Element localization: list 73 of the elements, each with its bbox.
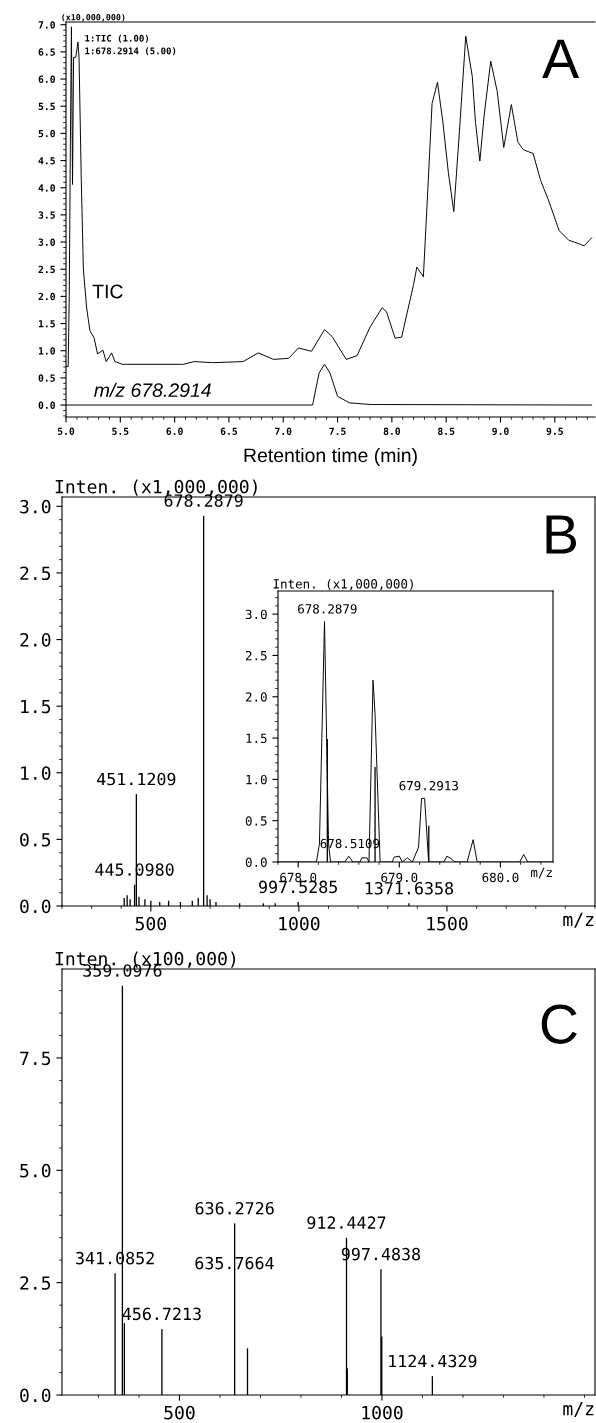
series-label: m/z 678.2914 bbox=[94, 382, 211, 398]
annotation: 456.7213 bbox=[122, 1307, 201, 1321]
annotation: A bbox=[542, 39, 580, 79]
x-tick-label: 680.0 bbox=[482, 872, 519, 883]
y-tick-label: 1.0 bbox=[21, 766, 51, 780]
y-tick-label: 7.5 bbox=[20, 1051, 51, 1066]
y-tick-label: 2.5 bbox=[20, 1276, 51, 1290]
y-tick-label: 0.0 bbox=[20, 899, 51, 914]
y-tick-label: 2.5 bbox=[245, 650, 267, 661]
y-tick-label: 3.5 bbox=[38, 211, 55, 219]
y-tick-label: 0.0 bbox=[20, 1388, 51, 1403]
y-axis-title: Inten. (x1,000,000) bbox=[273, 578, 413, 591]
y-axis-title: (x10,000,000) bbox=[62, 13, 125, 22]
y-tick-label: 1.5 bbox=[38, 320, 55, 328]
x-tick-label: 679.0 bbox=[381, 872, 418, 883]
y-tick-label: 5.5 bbox=[38, 102, 55, 111]
x-tick-label: 7.0 bbox=[275, 427, 292, 435]
y-tick-label: 6.5 bbox=[38, 48, 55, 56]
y-tick-label: 6.0 bbox=[38, 75, 55, 83]
y-tick-label: 7.0 bbox=[38, 21, 55, 29]
x-tick-label: 500 bbox=[164, 1405, 195, 1420]
x-axis-title: m/z bbox=[563, 1402, 594, 1417]
series-label: TIC bbox=[92, 284, 123, 299]
x-tick-label: 8.5 bbox=[438, 427, 455, 435]
y-tick-label: 5.0 bbox=[20, 1163, 51, 1178]
annotation: 1124.4329 bbox=[389, 1354, 477, 1368]
annotation: 451.1209 bbox=[97, 772, 176, 786]
y-tick-label: 4.0 bbox=[38, 184, 55, 192]
y-tick-label: 5.0 bbox=[38, 129, 55, 138]
y-tick-label: 4.5 bbox=[38, 157, 55, 165]
y-tick-label: 0.5 bbox=[20, 832, 51, 847]
annotation: B bbox=[546, 515, 577, 554]
y-tick-label: 1.5 bbox=[21, 699, 51, 714]
x-tick-label: 7.5 bbox=[329, 427, 346, 435]
x-tick-label: 9.0 bbox=[492, 427, 509, 435]
y-tick-label: 1.0 bbox=[246, 774, 267, 785]
x-axis-title: m/z bbox=[531, 867, 552, 879]
y-tick-label: 2.5 bbox=[38, 265, 55, 274]
y-tick-label: 2.0 bbox=[20, 633, 51, 647]
annotation: 636.2726 bbox=[195, 1201, 274, 1215]
x-tick-label: 9.5 bbox=[546, 427, 563, 435]
y-tick-label: 0.5 bbox=[38, 374, 55, 382]
y-tick-label: 0.5 bbox=[245, 816, 267, 826]
x-tick-label: 5.0 bbox=[57, 427, 75, 435]
annotation: 1:678.2914 (5.00) bbox=[85, 47, 176, 56]
x-tick-label: 6.0 bbox=[166, 427, 183, 435]
y-tick-label: 2.5 bbox=[20, 566, 51, 581]
x-tick-label: 1000 bbox=[362, 1405, 403, 1420]
x-tick-label: 1500 bbox=[427, 916, 468, 931]
annotation: 1371.6358 bbox=[365, 881, 454, 895]
y-tick-label: 1.5 bbox=[246, 733, 267, 744]
annotation: 679.2913 bbox=[399, 780, 458, 791]
annotation: 678.2879 bbox=[164, 494, 243, 507]
x-axis-title: m/z bbox=[563, 912, 594, 928]
annotation: 912.4427 bbox=[307, 1216, 386, 1229]
annotation: 678.2879 bbox=[298, 604, 357, 614]
y-tick-label: 2.0 bbox=[38, 292, 55, 301]
y-tick-label: 3.0 bbox=[38, 238, 55, 246]
y-tick-label: 0.0 bbox=[245, 857, 267, 867]
y-tick-label: 1.0 bbox=[38, 347, 55, 355]
y-tick-label: 0.0 bbox=[38, 401, 55, 409]
x-tick-label: 500 bbox=[135, 916, 166, 931]
x-tick-label: 8.0 bbox=[383, 427, 401, 435]
annotation: 1:TIC (1.00) bbox=[85, 34, 149, 43]
x-tick-label: 6.5 bbox=[220, 427, 238, 435]
y-tick-label: 3.0 bbox=[245, 609, 267, 620]
y-tick-label: 3.0 bbox=[20, 499, 51, 514]
x-axis-title: Retention time (min) bbox=[244, 447, 417, 467]
y-tick-label: 2.0 bbox=[245, 692, 267, 702]
annotation: C bbox=[541, 1004, 577, 1044]
x-tick-label: 5.5 bbox=[112, 427, 129, 435]
y-axis-title: Inten. (x1,000,000) bbox=[55, 479, 257, 496]
x-tick-label: 1000 bbox=[279, 916, 320, 931]
